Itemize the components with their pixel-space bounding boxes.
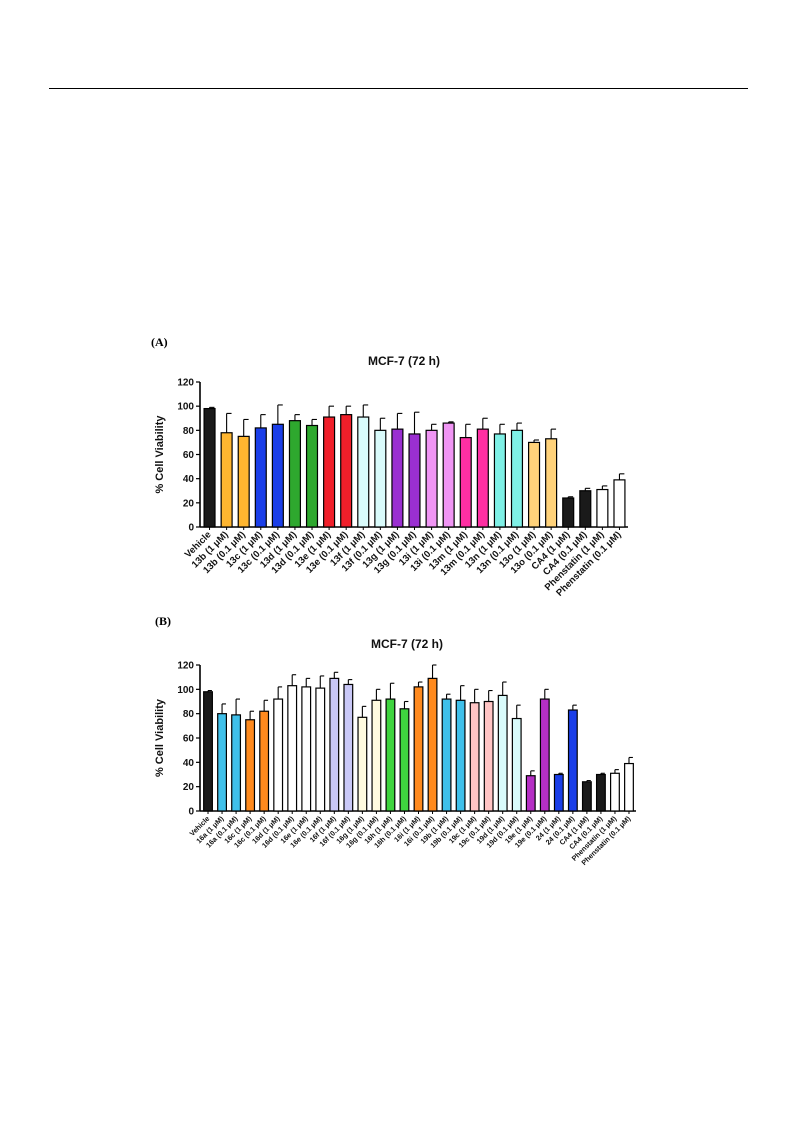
bar	[343, 683, 354, 812]
bar-chart-a: MCF-7 (72 h) % Cell Viability 0 20 40 60 80 100…	[154, 354, 628, 599]
y-axis-label: % Cell Viability	[154, 698, 166, 777]
bar	[455, 699, 466, 812]
y-tick-label: 40	[183, 474, 195, 485]
y-tick-label: 100	[177, 402, 194, 413]
y-tick-label: 120	[177, 661, 194, 672]
bar	[567, 709, 578, 812]
y-tick-label: 0	[188, 807, 194, 818]
bar	[340, 414, 353, 528]
bar-chart-b: MCF-7 (72 h) % Cell Viability 0 20 40 60 80 100…	[154, 637, 636, 867]
bar	[596, 488, 609, 528]
bar	[527, 441, 541, 528]
y-tick-label: 20	[183, 498, 195, 509]
bar	[553, 773, 564, 812]
bar	[510, 429, 524, 528]
bar	[287, 685, 298, 812]
bar	[301, 686, 312, 812]
header-rule	[49, 88, 748, 89]
y-tick-label: 60	[183, 450, 195, 461]
chart-title: MCF-7 (72 h)	[368, 354, 440, 368]
bar	[624, 762, 634, 812]
bar	[408, 433, 421, 528]
bar	[562, 497, 575, 528]
bar	[217, 713, 227, 812]
bar	[497, 694, 508, 812]
bar	[329, 677, 340, 812]
bar	[203, 691, 213, 812]
panel-b-label: (B)	[155, 614, 171, 628]
bar	[203, 407, 216, 528]
y-tick-label: 80	[183, 426, 195, 437]
bar	[595, 773, 606, 812]
y-tick-label: 100	[177, 685, 194, 696]
y-tick-label: 0	[188, 523, 194, 534]
bar	[254, 427, 267, 528]
bar	[231, 714, 242, 812]
bar	[441, 698, 452, 812]
bar	[425, 429, 438, 528]
bar	[385, 698, 396, 812]
y-tick-label: 80	[183, 709, 195, 720]
bar	[305, 424, 319, 528]
bar	[579, 490, 592, 528]
bar	[357, 416, 370, 528]
bar	[315, 687, 326, 812]
bar	[469, 702, 480, 812]
bar	[483, 700, 494, 812]
bar	[511, 717, 522, 812]
bar	[399, 708, 410, 812]
bar	[357, 716, 368, 812]
bar	[610, 772, 620, 812]
bar	[271, 423, 284, 528]
bar	[539, 698, 550, 812]
bar	[220, 432, 233, 528]
y-tick-label: 40	[183, 758, 195, 769]
bar	[525, 775, 536, 812]
bar	[493, 433, 506, 528]
bar	[288, 420, 302, 528]
bar	[273, 698, 284, 812]
bar	[442, 422, 455, 528]
y-axis-label: % Cell Viability	[154, 415, 166, 494]
bar	[613, 479, 626, 528]
bar	[259, 710, 270, 812]
bar	[245, 719, 256, 812]
bar	[371, 699, 382, 812]
y-tick-label: 120	[177, 378, 194, 389]
y-tick-label: 60	[183, 734, 195, 745]
bar	[581, 781, 592, 812]
bar	[323, 416, 336, 528]
bar	[374, 429, 387, 528]
bar	[545, 438, 558, 528]
y-tick-label: 20	[183, 782, 195, 793]
bar	[459, 436, 472, 528]
bar	[427, 677, 438, 812]
chart-title: MCF-7 (72 h)	[371, 637, 443, 651]
bar	[413, 686, 424, 812]
panel-a-label: (A)	[151, 335, 168, 349]
bar	[237, 435, 250, 528]
bar	[391, 428, 404, 528]
bar	[476, 428, 489, 528]
